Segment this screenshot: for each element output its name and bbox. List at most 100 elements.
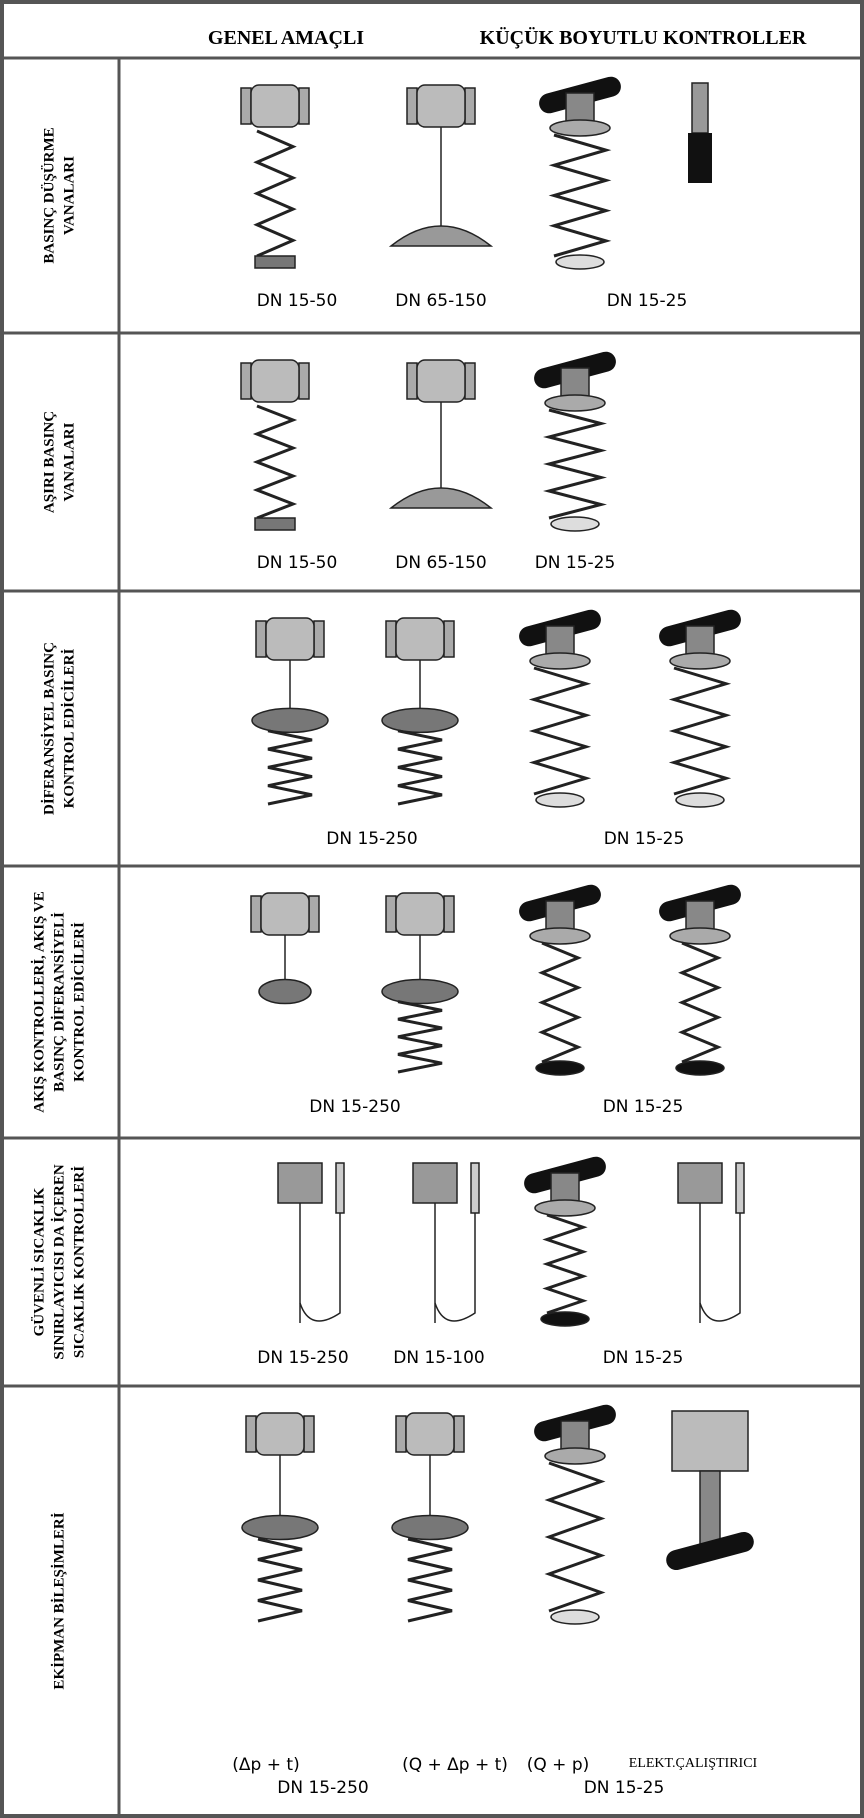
body <box>678 1163 722 1203</box>
caption: DN 15-25 <box>603 1097 684 1117</box>
sensor <box>336 1163 344 1213</box>
column-header: GENEL AMAÇLI <box>208 27 364 49</box>
caption: DN 15-25 <box>603 1348 684 1368</box>
flange <box>407 88 417 124</box>
actuator <box>382 708 458 732</box>
flange <box>299 363 309 399</box>
page: GENEL AMAÇLI KÜÇÜK BOYUTLU KONTROLLER BA… <box>0 0 864 1818</box>
flange <box>256 621 266 657</box>
row-label: VANALARI <box>61 422 77 501</box>
cap <box>670 928 730 944</box>
base <box>551 1610 599 1624</box>
actuator <box>392 1516 468 1540</box>
caption: (Q + p) <box>527 1755 590 1775</box>
body <box>396 893 444 935</box>
cap <box>545 1448 605 1464</box>
sensor <box>736 1163 744 1213</box>
body <box>251 85 299 127</box>
flange <box>454 1416 464 1452</box>
caption: DN 15-25 <box>584 1778 665 1798</box>
flange <box>386 621 396 657</box>
flange <box>299 88 309 124</box>
body <box>251 360 299 402</box>
flange <box>465 363 475 399</box>
row-label: DİFERANSİYEL BASINÇ <box>40 642 57 815</box>
base <box>255 518 295 530</box>
caption: DN 15-250 <box>257 1348 348 1368</box>
flange <box>465 88 475 124</box>
caption: DN 15-250 <box>309 1097 400 1117</box>
body <box>256 1413 304 1455</box>
body <box>686 626 714 656</box>
base <box>255 256 295 268</box>
actuator <box>259 980 311 1004</box>
body <box>266 618 314 660</box>
flange <box>396 1416 406 1452</box>
base <box>536 793 584 807</box>
caption: (Q + Δp + t) <box>402 1755 508 1775</box>
cap <box>670 653 730 669</box>
flange <box>241 363 251 399</box>
flange <box>407 363 417 399</box>
caption: DN 15-25 <box>607 291 688 311</box>
row-label: AŞIRI BASINÇ <box>41 411 57 513</box>
flange <box>241 88 251 124</box>
column-header: KÜÇÜK BOYUTLU KONTROLLER <box>480 26 807 49</box>
row-label: EKİPMAN BİLEŞİMLERİ <box>50 1512 67 1689</box>
base <box>556 255 604 269</box>
caption: (Δp + t) <box>232 1755 299 1775</box>
body <box>417 360 465 402</box>
flange <box>309 896 319 932</box>
body <box>692 83 708 133</box>
actuator <box>242 1516 318 1540</box>
body <box>561 368 589 398</box>
body <box>551 1173 579 1203</box>
body <box>546 901 574 931</box>
body <box>566 93 594 123</box>
sensor <box>471 1163 479 1213</box>
body <box>417 85 465 127</box>
body <box>396 618 444 660</box>
actuator <box>252 708 328 732</box>
caption: DN 65-150 <box>395 291 486 311</box>
table: GENEL AMAÇLI KÜÇÜK BOYUTLU KONTROLLER BA… <box>0 0 864 1818</box>
bonnet <box>688 133 712 183</box>
flange <box>386 896 396 932</box>
base <box>676 793 724 807</box>
base <box>541 1312 589 1326</box>
caption: DN 15-50 <box>257 553 338 573</box>
flange <box>444 896 454 932</box>
cap <box>530 653 590 669</box>
row-label: SINIRLAYICISI DA İÇEREN <box>50 1164 67 1360</box>
row-label: VANALARI <box>61 156 77 235</box>
caption: DN 15-100 <box>393 1348 484 1368</box>
row-label: KONTROL EDİCİLERİ <box>70 922 87 1082</box>
flange <box>444 621 454 657</box>
caption: DN 15-250 <box>277 1778 368 1798</box>
body <box>413 1163 457 1203</box>
caption: DN 65-150 <box>395 553 486 573</box>
caption: DN 15-50 <box>257 291 338 311</box>
cap <box>530 928 590 944</box>
row-label: BASINÇ DÜŞÜRME <box>40 127 57 263</box>
cap <box>535 1200 595 1216</box>
caption: ELEKT.ÇALIŞTIRICI <box>629 1756 758 1771</box>
row-label: KONTROL EDİCİLERİ <box>60 649 77 809</box>
row-label: SICAKLIK KONTROLLERİ <box>70 1166 87 1358</box>
row-label: AKIŞ KONTROLLERİ, AKIŞ VE <box>30 891 47 1112</box>
base <box>536 1061 584 1075</box>
flange <box>246 1416 256 1452</box>
cap <box>545 395 605 411</box>
body <box>278 1163 322 1203</box>
flange <box>314 621 324 657</box>
body <box>561 1421 589 1451</box>
flange <box>251 896 261 932</box>
base <box>551 517 599 531</box>
actuator <box>382 980 458 1004</box>
row-label: BASINÇ DİFERANSİYELİ <box>50 912 67 1092</box>
cap <box>550 120 610 136</box>
caption: DN 15-250 <box>326 829 417 849</box>
caption: DN 15-25 <box>535 553 616 573</box>
flange <box>304 1416 314 1452</box>
base <box>676 1061 724 1075</box>
